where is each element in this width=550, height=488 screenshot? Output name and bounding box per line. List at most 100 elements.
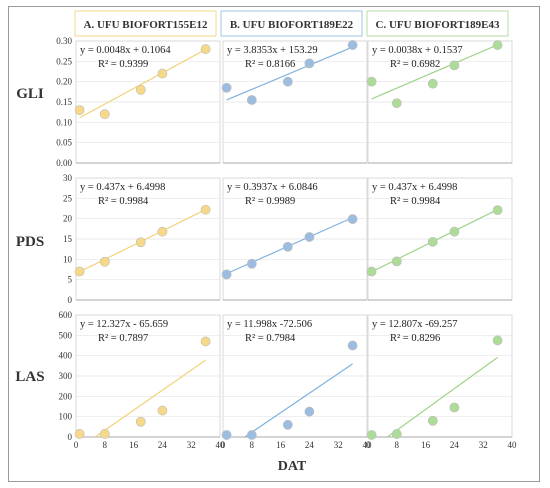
data-point [366, 76, 377, 87]
column-headers: A. UFU BIOFORT155E12 B. UFU BIOFORT189E22… [74, 10, 509, 37]
r2-label: R² = 0.9399 [98, 59, 148, 70]
data-point [74, 266, 85, 277]
r2-label: R² = 0.9989 [245, 196, 295, 207]
data-point [282, 241, 293, 252]
data-point [449, 60, 460, 71]
data-point [282, 76, 293, 87]
y-tick-label: 0.25 [56, 56, 72, 66]
trendline [94, 359, 206, 438]
y-tick-label: 30 [63, 173, 73, 183]
row-labels: GLI PDS LAS [15, 86, 44, 385]
data-point [391, 256, 402, 267]
data-point [427, 415, 438, 426]
x-tick-label: 40 [216, 440, 226, 450]
data-point [99, 109, 110, 120]
y-tick-label: 0.00 [56, 158, 72, 168]
data-point [347, 40, 358, 50]
y-tick-label: 20 [63, 214, 73, 224]
equation-label: y = 0.437x + 6.4998 [80, 182, 165, 193]
y-tick-label: 10 [63, 254, 73, 264]
panel-gli-c: y = 0.0038x + 0.1537 R² = 0.6982 [366, 40, 513, 164]
column-header-C: C. UFU BIOFORT189E43 [376, 19, 500, 31]
panel-gli-b: y = 3.8353x + 153.29 R² = 0.8166 [221, 40, 368, 164]
data-point [157, 68, 168, 79]
row-label-PDS: PDS [16, 234, 44, 250]
data-point [221, 269, 232, 280]
x-tick-label: 24 [305, 440, 315, 450]
figure-frame [8, 6, 540, 482]
panel-las-a: 0 100 200 300 400 500 600 0 8 16 24 32 40 y = 12.327x… [59, 310, 226, 450]
data-point [449, 226, 460, 237]
data-point [246, 258, 257, 269]
data-point [200, 44, 211, 55]
data-point [200, 336, 211, 347]
data-point [221, 430, 232, 440]
data-point [347, 214, 358, 224]
trendline [387, 356, 498, 438]
data-point [246, 430, 257, 440]
panel-pds-a: 0 5 10 15 20 25 30 y = 0.437x + 6.4998 R² = 0.99… [63, 173, 221, 305]
data-point [449, 402, 460, 413]
data-point [157, 405, 168, 416]
data-point [492, 40, 503, 50]
trendline [79, 48, 206, 119]
data-point [246, 95, 257, 105]
x-tick-label: 32 [187, 440, 196, 450]
y-tick-label: 0.20 [56, 77, 72, 87]
x-tick-label: 24 [158, 440, 168, 450]
data-point [99, 429, 110, 439]
y-tick-label: 100 [59, 412, 73, 422]
x-tick-label: 8 [103, 440, 108, 450]
r2-label: R² = 0.9984 [98, 196, 149, 207]
x-tick-label: 8 [395, 440, 400, 450]
trendline [244, 363, 353, 438]
y-tick-label: 500 [59, 330, 73, 340]
panel-pds-b: y = 0.3937x + 6.0846 R² = 0.9989 [221, 177, 368, 301]
data-point [427, 78, 438, 89]
y-tick-label: 5 [68, 275, 73, 285]
panel-gli-a: 0.00 0.05 0.10 0.15 0.20 0.25 0.30 y = 0.0048x … [56, 36, 221, 168]
data-point [304, 406, 315, 417]
y-tick-label: 15 [63, 234, 73, 244]
equation-label: y = 0.0048x + 0.1064 [80, 45, 171, 56]
data-point [427, 236, 438, 247]
data-point [366, 430, 377, 440]
data-point [99, 256, 110, 267]
r2-label: R² = 0.6982 [390, 59, 440, 70]
x-tick-label: 24 [450, 440, 460, 450]
y-tick-label: 400 [59, 351, 73, 361]
column-header-B: B. UFU BIOFORT189E22 [230, 19, 354, 31]
equation-label: y = 3.8353x + 153.29 [227, 45, 318, 56]
column-header-box-C [366, 10, 509, 37]
y-tick-label: 200 [59, 391, 73, 401]
x-tick-label: 40 [363, 440, 373, 450]
data-point [74, 105, 85, 116]
equation-label: y = 12.807x -69.257 [372, 319, 458, 330]
r2-label: R² = 0.7897 [98, 333, 148, 344]
equation-label: y = 0.437x + 6.4998 [372, 182, 457, 193]
y-tick-label: 600 [59, 310, 73, 320]
data-point [391, 429, 402, 439]
x-tick-label: 16 [129, 440, 139, 450]
y-tick-label: 300 [59, 371, 73, 381]
equation-label: y = 12.327x - 65.659 [80, 319, 168, 330]
r2-label: R² = 0.9984 [390, 196, 441, 207]
row-label-LAS: LAS [15, 369, 44, 385]
trendline [371, 44, 498, 100]
equation-label: y = 11.998x -72.506 [227, 319, 312, 330]
x-tick-label: 32 [334, 440, 343, 450]
data-point [135, 416, 146, 427]
chart-panels: 0.00 0.05 0.10 0.15 0.20 0.25 0.30 y = 0.0048x … [56, 36, 517, 450]
y-tick-label: 0.05 [56, 138, 72, 148]
column-header-A: A. UFU BIOFORT155E12 [84, 19, 208, 31]
data-point [347, 340, 358, 351]
row-label-GLI: GLI [16, 86, 44, 102]
data-point [157, 226, 168, 237]
y-tick-label: 0.15 [56, 97, 72, 107]
x-tick-label: 32 [479, 440, 488, 450]
data-point [135, 84, 146, 95]
r2-label: R² = 0.8166 [245, 59, 295, 70]
y-tick-label: 0 [68, 295, 73, 305]
panel-las-c: 0 8 16 24 32 40 y = 12.807x -69.257 R² = 0.8296 [366, 314, 517, 450]
